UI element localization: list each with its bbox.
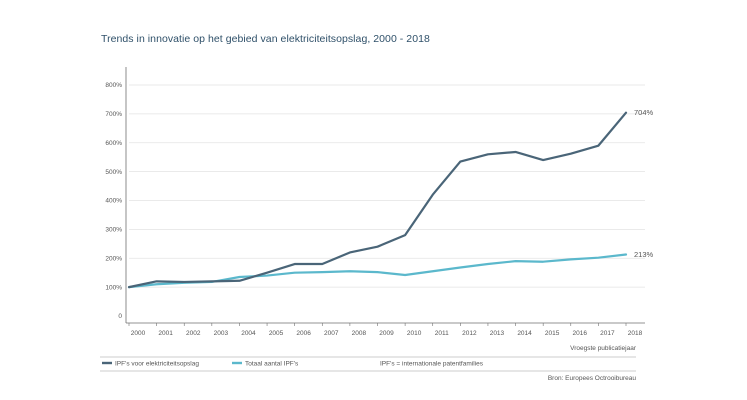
legend: IPF's voor elektriciteitsopslag Totaal a… bbox=[102, 361, 484, 368]
x-tick-label-2005: 2005 bbox=[269, 330, 284, 337]
x-tick-label-2000: 2000 bbox=[131, 330, 146, 337]
y-tick-label-700: 700% bbox=[105, 111, 122, 118]
y-tick-label-800: 800% bbox=[105, 82, 122, 89]
x-tick-label-2015: 2015 bbox=[545, 330, 560, 337]
x-tick-label-2010: 2010 bbox=[407, 330, 422, 337]
series-line-ipf-elektriciteitsopslag bbox=[127, 111, 628, 289]
end-label-series-0: 704% bbox=[634, 108, 654, 117]
y-tick-labels: 0 100% 200% 300% 400% 500% 600% 700% 800% bbox=[105, 82, 122, 320]
x-tick-labels: 2000 2001 2002 2003 2004 2005 2006 2007 2008 2009… bbox=[128, 323, 643, 337]
end-labels: 704% 213% bbox=[634, 108, 654, 259]
y-tick-label-0: 0 bbox=[118, 313, 122, 320]
y-tick-label-600: 600% bbox=[105, 140, 122, 147]
series-lines bbox=[127, 111, 628, 289]
x-tick-label-2017: 2017 bbox=[600, 330, 615, 337]
chart-title: Trends in innovatie op het gebied van el… bbox=[101, 33, 430, 45]
x-tick-label-2012: 2012 bbox=[462, 330, 477, 337]
x-tick-label-2016: 2016 bbox=[573, 330, 588, 337]
y-tick-label-100: 100% bbox=[105, 284, 122, 291]
end-label-series-1: 213% bbox=[634, 250, 654, 259]
gridlines bbox=[126, 84, 645, 324]
y-tick-label-400: 400% bbox=[105, 198, 122, 205]
x-tick-label-2008: 2008 bbox=[352, 330, 367, 337]
y-tick-label-200: 200% bbox=[105, 255, 122, 262]
x-tick-label-2018: 2018 bbox=[628, 330, 643, 337]
y-tick-label-500: 500% bbox=[105, 169, 122, 176]
legend-label-totaal-ipf: Totaal aantal IPF's bbox=[245, 361, 299, 368]
x-tick-label-2014: 2014 bbox=[517, 330, 532, 337]
x-axis-label: Vroegste publicatiejaar bbox=[570, 345, 637, 352]
x-tick-label-2006: 2006 bbox=[296, 330, 311, 337]
legend-label-ipf-elektriciteitsopslag: IPF's voor elektriciteitsopslag bbox=[115, 361, 199, 368]
legend-note: IPF's = internationale patentfamilies bbox=[380, 361, 484, 368]
x-tick-label-2007: 2007 bbox=[324, 330, 339, 337]
x-tick-label-2004: 2004 bbox=[241, 330, 256, 337]
y-tick-label-300: 300% bbox=[105, 227, 122, 234]
x-tick-label-2003: 2003 bbox=[214, 330, 229, 337]
x-tick-label-2013: 2013 bbox=[490, 330, 505, 337]
x-tick-label-2011: 2011 bbox=[435, 330, 449, 337]
source-note: Bron: Europees Octrooibureau bbox=[548, 375, 637, 382]
x-tick-label-2002: 2002 bbox=[186, 330, 201, 337]
x-tick-label-2009: 2009 bbox=[379, 330, 394, 337]
x-tick-label-2001: 2001 bbox=[158, 330, 173, 337]
